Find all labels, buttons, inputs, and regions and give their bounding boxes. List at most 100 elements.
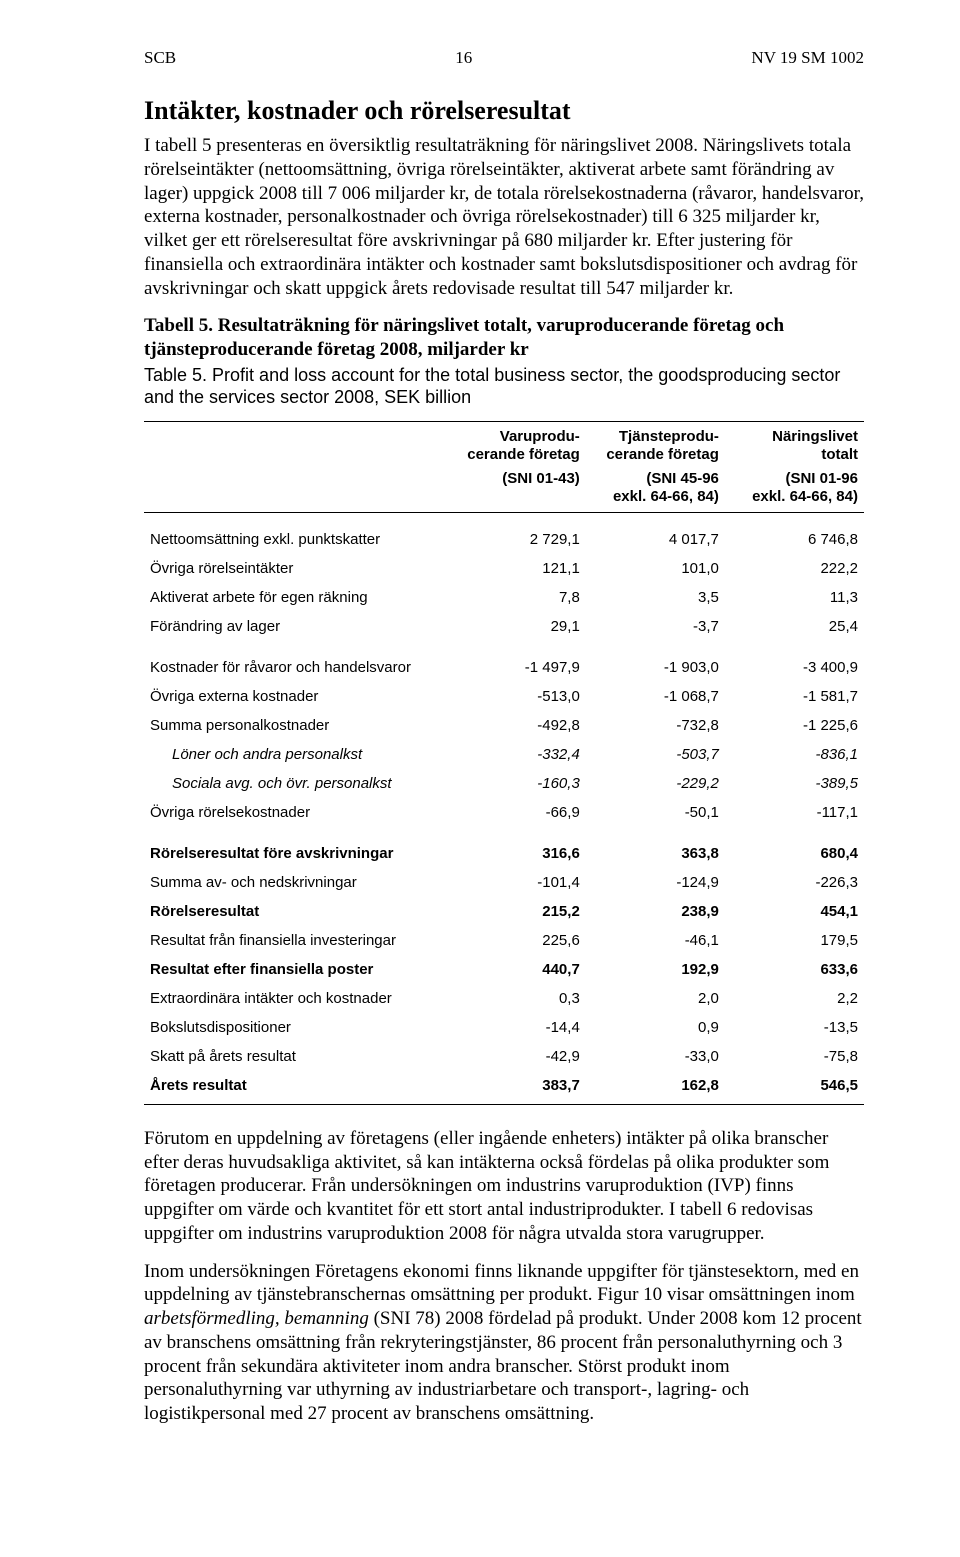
row-label: Extraordinära intäkter och kostnader — [144, 984, 447, 1013]
row-value: -1 497,9 — [447, 641, 586, 682]
row-value: 454,1 — [725, 897, 864, 926]
col-header-2: Tjänsteprodu-cerande företag — [586, 421, 725, 468]
row-value: -226,3 — [725, 868, 864, 897]
row-value: -1 068,7 — [586, 682, 725, 711]
row-value: 0,3 — [447, 984, 586, 1013]
table-row: Sociala avg. och övr. personalkst-160,3-… — [144, 769, 864, 798]
row-label: Kostnader för råvaror och handelsvaror — [144, 641, 447, 682]
table-row: Extraordinära intäkter och kostnader0,32… — [144, 984, 864, 1013]
row-label: Rörelseresultat — [144, 897, 447, 926]
paragraph-2: Förutom en uppdelning av företagens (ell… — [144, 1127, 864, 1246]
row-value: 680,4 — [725, 827, 864, 868]
row-value: -229,2 — [586, 769, 725, 798]
row-label: Övriga rörelsekostnader — [144, 798, 447, 827]
row-label: Resultat efter finansiella poster — [144, 955, 447, 984]
row-value: -13,5 — [725, 1013, 864, 1042]
row-label: Resultat från finansiella investeringar — [144, 926, 447, 955]
row-value: 225,6 — [447, 926, 586, 955]
row-value: -1 903,0 — [586, 641, 725, 682]
row-value: 546,5 — [725, 1071, 864, 1105]
row-label: Övriga externa kostnader — [144, 682, 447, 711]
row-value: 633,6 — [725, 955, 864, 984]
row-label: Nettoomsättning exkl. punktskatter — [144, 512, 447, 554]
table-row: Löner och andra personalkst-332,4-503,7-… — [144, 740, 864, 769]
table-row: Förändring av lager29,1-3,725,4 — [144, 612, 864, 641]
row-value: 215,2 — [447, 897, 586, 926]
paragraph-3: Inom undersökningen Företagens ekonomi f… — [144, 1260, 864, 1426]
col-subheader-blank — [144, 468, 447, 513]
row-value: -389,5 — [725, 769, 864, 798]
para3-pre: Inom undersökningen Företagens ekonomi f… — [144, 1261, 859, 1306]
row-value: -75,8 — [725, 1042, 864, 1071]
col-subheader-3: (SNI 01-96exkl. 64-66, 84) — [725, 468, 864, 513]
intro-paragraph: I tabell 5 presenteras en översiktlig re… — [144, 134, 864, 300]
row-value: 6 746,8 — [725, 512, 864, 554]
row-value: 2,2 — [725, 984, 864, 1013]
row-value: 101,0 — [586, 554, 725, 583]
row-value: -42,9 — [447, 1042, 586, 1071]
row-value: -101,4 — [447, 868, 586, 897]
row-label: Summa personalkostnader — [144, 711, 447, 740]
table-row: Kostnader för råvaror och handelsvaror-1… — [144, 641, 864, 682]
table-row: Aktiverat arbete för egen räkning7,83,51… — [144, 583, 864, 612]
col-header-1: Varuprodu-cerande företag — [447, 421, 586, 468]
row-label: Övriga rörelseintäkter — [144, 554, 447, 583]
row-value: -492,8 — [447, 711, 586, 740]
row-value: 162,8 — [586, 1071, 725, 1105]
row-label: Skatt på årets resultat — [144, 1042, 447, 1071]
row-label: Förändring av lager — [144, 612, 447, 641]
row-value: 238,9 — [586, 897, 725, 926]
table-row: Summa av- och nedskrivningar-101,4-124,9… — [144, 868, 864, 897]
table-subtitle: Table 5. Profit and loss account for the… — [144, 364, 864, 409]
table-row: Övriga rörelseintäkter121,1101,0222,2 — [144, 554, 864, 583]
table-row: Nettoomsättning exkl. punktskatter2 729,… — [144, 512, 864, 554]
table-row: Summa personalkostnader-492,8-732,8-1 22… — [144, 711, 864, 740]
row-value: -160,3 — [447, 769, 586, 798]
table-row: Rörelseresultat före avskrivningar316,63… — [144, 827, 864, 868]
row-value: -3,7 — [586, 612, 725, 641]
row-value: -513,0 — [447, 682, 586, 711]
row-value: 179,5 — [725, 926, 864, 955]
header-left: SCB — [144, 48, 176, 68]
header-center: 16 — [455, 48, 472, 68]
table-row: Resultat från finansiella investeringar2… — [144, 926, 864, 955]
header-right: NV 19 SM 1002 — [751, 48, 864, 68]
table-title: Tabell 5. Resultaträkning för näringsliv… — [144, 314, 864, 362]
row-value: -732,8 — [586, 711, 725, 740]
page-header: SCB 16 NV 19 SM 1002 — [144, 48, 864, 68]
row-label: Årets resultat — [144, 1071, 447, 1105]
row-value: -66,9 — [447, 798, 586, 827]
row-label: Bokslutsdispositioner — [144, 1013, 447, 1042]
row-value: 363,8 — [586, 827, 725, 868]
row-value: -46,1 — [586, 926, 725, 955]
col-subheader-2: (SNI 45-96exkl. 64-66, 84) — [586, 468, 725, 513]
row-value: 440,7 — [447, 955, 586, 984]
row-label: Summa av- och nedskrivningar — [144, 868, 447, 897]
row-value: -50,1 — [586, 798, 725, 827]
row-value: -332,4 — [447, 740, 586, 769]
row-value: 2 729,1 — [447, 512, 586, 554]
row-value: -1 225,6 — [725, 711, 864, 740]
row-value: -33,0 — [586, 1042, 725, 1071]
table-row: Rörelseresultat215,2238,9454,1 — [144, 897, 864, 926]
row-value: -14,4 — [447, 1013, 586, 1042]
profit-loss-table: Varuprodu-cerande företag Tjänsteprodu-c… — [144, 421, 864, 1105]
para3-emph: arbetsförmedling, bemanning — [144, 1308, 369, 1329]
table-row: Skatt på årets resultat-42,9-33,0-75,8 — [144, 1042, 864, 1071]
col-header-3: Näringslivettotalt — [725, 421, 864, 468]
table-row: Årets resultat383,7162,8546,5 — [144, 1071, 864, 1105]
row-value: -124,9 — [586, 868, 725, 897]
row-value: 383,7 — [447, 1071, 586, 1105]
row-value: -836,1 — [725, 740, 864, 769]
row-label: Löner och andra personalkst — [144, 740, 447, 769]
table-row: Övriga externa kostnader-513,0-1 068,7-1… — [144, 682, 864, 711]
section-heading: Intäkter, kostnader och rörelseresultat — [144, 96, 864, 126]
row-value: 25,4 — [725, 612, 864, 641]
row-value: 0,9 — [586, 1013, 725, 1042]
row-value: 2,0 — [586, 984, 725, 1013]
row-value: 3,5 — [586, 583, 725, 612]
row-value: 316,6 — [447, 827, 586, 868]
row-value: -3 400,9 — [725, 641, 864, 682]
row-value: 4 017,7 — [586, 512, 725, 554]
table-row: Bokslutsdispositioner-14,40,9-13,5 — [144, 1013, 864, 1042]
